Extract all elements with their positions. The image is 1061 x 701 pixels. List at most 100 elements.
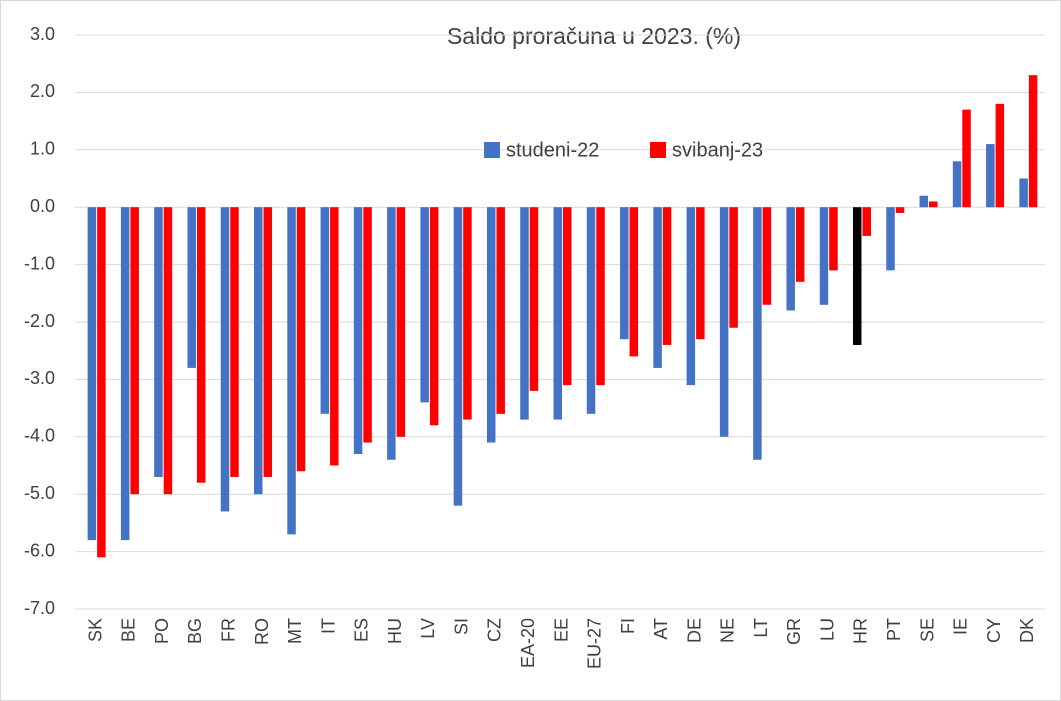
legend-label: studeni-22 (506, 139, 599, 161)
bar (254, 207, 263, 495)
bar (686, 207, 696, 386)
bar (353, 207, 363, 455)
y-tick-label: 1.0 (30, 139, 55, 159)
bar (886, 207, 895, 271)
x-tick-label: BG (185, 618, 205, 644)
x-tick-label: NE (718, 618, 738, 643)
bar (296, 207, 306, 472)
bar (187, 207, 196, 368)
x-tick-label: HR (851, 618, 871, 644)
x-tick-label: BE (119, 618, 139, 642)
x-tick-label: ES (352, 618, 372, 642)
legend-label: svibanj-23 (672, 139, 763, 161)
bar (563, 207, 572, 386)
y-tick-label: -2.0 (24, 311, 55, 331)
y-tick-label: -6.0 (24, 540, 55, 560)
x-tick-label: AT (651, 618, 671, 640)
bar (1019, 178, 1028, 208)
bar (586, 207, 596, 414)
x-tick-label: IT (318, 618, 338, 634)
bar (862, 207, 871, 236)
x-tick-label: SI (451, 618, 471, 635)
bar (486, 207, 496, 443)
bar (919, 195, 929, 208)
x-tick-label: PT (884, 618, 904, 641)
y-tick-label: 0.0 (30, 196, 55, 216)
bar (929, 201, 938, 208)
bar (1028, 75, 1038, 208)
bar (753, 207, 762, 460)
bar (320, 207, 330, 414)
bar (453, 207, 463, 506)
x-tick-label: RO (252, 618, 272, 645)
x-tick-label: DK (1017, 618, 1037, 643)
x-tick-label: EA-20 (518, 618, 538, 668)
y-tick-label: -3.0 (24, 368, 55, 388)
bar (529, 207, 539, 391)
bar (629, 207, 639, 357)
bar (696, 207, 705, 340)
legend-swatch (650, 142, 666, 158)
bar (463, 207, 472, 420)
bar (553, 207, 562, 420)
bar (420, 207, 429, 403)
bar (429, 207, 439, 426)
chart-title: Saldo proračuna u 2023. (%) (447, 23, 741, 49)
bar (363, 207, 372, 443)
y-tick-label: -7.0 (24, 598, 55, 618)
bar (819, 207, 829, 305)
x-tick-label: FI (618, 618, 638, 634)
bar (662, 207, 672, 345)
bar (719, 207, 729, 437)
bar (620, 207, 629, 340)
bar (120, 207, 130, 541)
x-tick-label: MT (285, 618, 305, 644)
bar (387, 207, 396, 460)
bar (795, 207, 805, 282)
bar (786, 207, 795, 311)
bar (653, 207, 662, 368)
y-tick-label: -4.0 (24, 426, 55, 446)
bar (596, 207, 605, 386)
bar (87, 207, 97, 541)
bar (520, 207, 529, 420)
bar (995, 103, 1005, 208)
x-tick-label: LV (418, 618, 438, 639)
legend-swatch (484, 142, 500, 158)
bar (952, 161, 962, 208)
bar (986, 144, 995, 208)
x-tick-label: PO (152, 618, 172, 644)
bar (496, 207, 505, 414)
x-tick-label: SK (85, 618, 105, 642)
bar (263, 207, 273, 477)
x-tick-label: LU (817, 618, 837, 641)
y-tick-label: 3.0 (30, 24, 55, 44)
bar (196, 207, 206, 483)
x-tick-label: CZ (485, 618, 505, 642)
bar (396, 207, 406, 437)
bar (163, 207, 173, 495)
x-tick-label: EU-27 (585, 618, 605, 669)
bar (330, 207, 339, 466)
x-tick-label: IE (951, 618, 971, 635)
x-tick-label: CY (984, 618, 1004, 643)
bar (962, 109, 971, 208)
bar (287, 207, 296, 535)
bar (130, 207, 139, 495)
bar (895, 207, 905, 213)
x-tick-label: LT (751, 618, 771, 638)
y-tick-label: -5.0 (24, 483, 55, 503)
y-tick-label: -1.0 (24, 253, 55, 273)
x-tick-label: GR (784, 618, 804, 645)
bar (729, 207, 738, 328)
x-tick-label: DE (684, 618, 704, 643)
x-tick-label: EE (551, 618, 571, 642)
bar (154, 207, 163, 477)
bar (97, 207, 106, 558)
bar (220, 207, 230, 512)
bar (829, 207, 838, 271)
x-tick-label: FR (218, 618, 238, 642)
x-tick-label: HU (385, 618, 405, 644)
bar (230, 207, 239, 477)
x-tick-label: SE (917, 618, 937, 642)
